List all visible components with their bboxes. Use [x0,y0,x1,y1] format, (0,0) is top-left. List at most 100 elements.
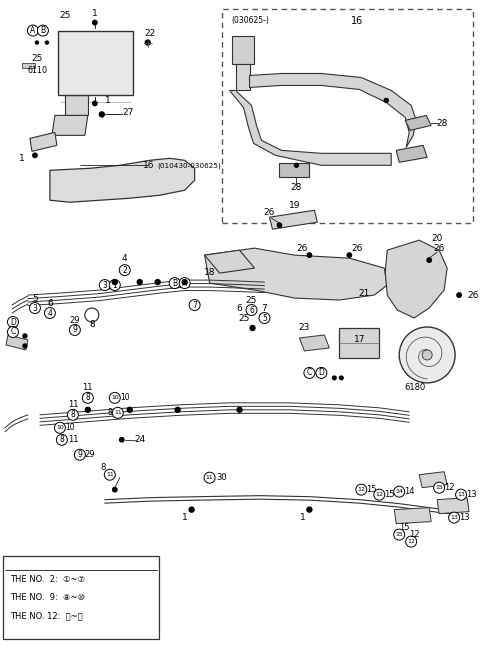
Circle shape [112,280,117,285]
Text: 6180: 6180 [405,383,426,392]
Text: 22: 22 [144,29,156,38]
Text: 15: 15 [399,523,409,532]
Text: 15: 15 [435,485,443,490]
Circle shape [113,488,117,492]
Text: 5: 5 [262,313,267,322]
Text: 1: 1 [300,513,305,522]
Text: 25: 25 [31,54,43,63]
Polygon shape [396,145,427,162]
Circle shape [109,392,120,403]
Polygon shape [30,132,57,151]
Circle shape [189,507,194,512]
Text: 27: 27 [122,108,133,117]
Text: 26: 26 [264,208,275,216]
Text: 26: 26 [433,244,445,253]
Circle shape [23,344,27,348]
Circle shape [93,21,97,25]
Circle shape [294,163,299,167]
Text: THE NO.  9:  ⑧~⑩: THE NO. 9: ⑧~⑩ [10,593,85,602]
Text: 8: 8 [60,435,64,444]
Text: 10: 10 [56,425,64,430]
Text: 11: 11 [114,410,121,415]
Text: 25: 25 [239,313,250,322]
Text: NOTE: NOTE [10,561,35,570]
Text: 23: 23 [299,324,310,333]
Circle shape [175,408,180,412]
Text: 8: 8 [85,393,90,402]
Text: C: C [307,368,312,377]
Circle shape [307,253,312,257]
Circle shape [36,41,38,44]
Text: 13: 13 [457,492,465,497]
Text: 14: 14 [404,487,414,496]
Text: 3: 3 [33,304,37,313]
Text: 13: 13 [466,490,476,499]
Text: 1: 1 [105,96,111,105]
Polygon shape [204,248,387,300]
Text: 10: 10 [120,393,130,402]
Circle shape [304,368,315,379]
Text: 12: 12 [409,530,420,539]
Text: 13: 13 [459,513,469,522]
Text: D: D [10,317,16,326]
Text: 10: 10 [65,423,75,432]
Text: 26: 26 [467,291,479,300]
Circle shape [145,40,150,45]
Polygon shape [65,96,88,116]
Text: 1: 1 [112,280,117,289]
Text: 6: 6 [237,304,242,313]
Text: 16: 16 [143,161,155,170]
Circle shape [120,437,124,442]
Text: 3: 3 [102,280,107,289]
Circle shape [104,469,115,480]
Polygon shape [437,497,469,514]
Text: 16: 16 [351,16,363,26]
Text: 12: 12 [407,539,415,544]
Polygon shape [419,472,447,488]
Text: 28: 28 [291,183,302,192]
Circle shape [204,472,215,483]
Circle shape [99,280,110,291]
Circle shape [109,280,120,291]
Text: C: C [11,328,15,337]
Text: 9: 9 [72,326,77,335]
Text: 8: 8 [100,463,106,472]
Circle shape [83,392,93,403]
Text: 11: 11 [83,383,93,392]
Circle shape [8,326,18,337]
Circle shape [155,280,160,285]
Polygon shape [236,63,250,90]
Text: 19: 19 [288,201,300,210]
Circle shape [56,434,67,445]
Circle shape [277,223,282,227]
Text: (030625-): (030625-) [231,16,269,25]
Text: 29: 29 [70,315,80,324]
Circle shape [374,489,385,500]
Text: 15: 15 [396,532,403,537]
Circle shape [45,307,55,318]
Circle shape [137,280,142,285]
Circle shape [427,258,432,262]
Text: 18: 18 [204,267,216,276]
Polygon shape [250,74,416,147]
FancyBboxPatch shape [3,556,159,640]
Text: 15: 15 [384,490,395,499]
Circle shape [399,327,455,383]
Text: 26: 26 [352,244,363,253]
Text: 10: 10 [111,395,119,401]
Text: 8: 8 [108,408,112,417]
Polygon shape [22,63,35,68]
Polygon shape [50,158,194,202]
Text: 12: 12 [357,487,365,492]
Circle shape [127,408,132,412]
Circle shape [8,317,18,328]
Polygon shape [279,163,310,177]
Text: 2: 2 [122,266,127,275]
Circle shape [85,408,90,412]
Circle shape [46,41,48,44]
Circle shape [182,280,187,285]
Circle shape [422,350,432,360]
Text: THE NO.  2:  ①~⑦: THE NO. 2: ①~⑦ [10,575,85,584]
Circle shape [67,410,78,421]
Text: 11: 11 [206,475,214,480]
